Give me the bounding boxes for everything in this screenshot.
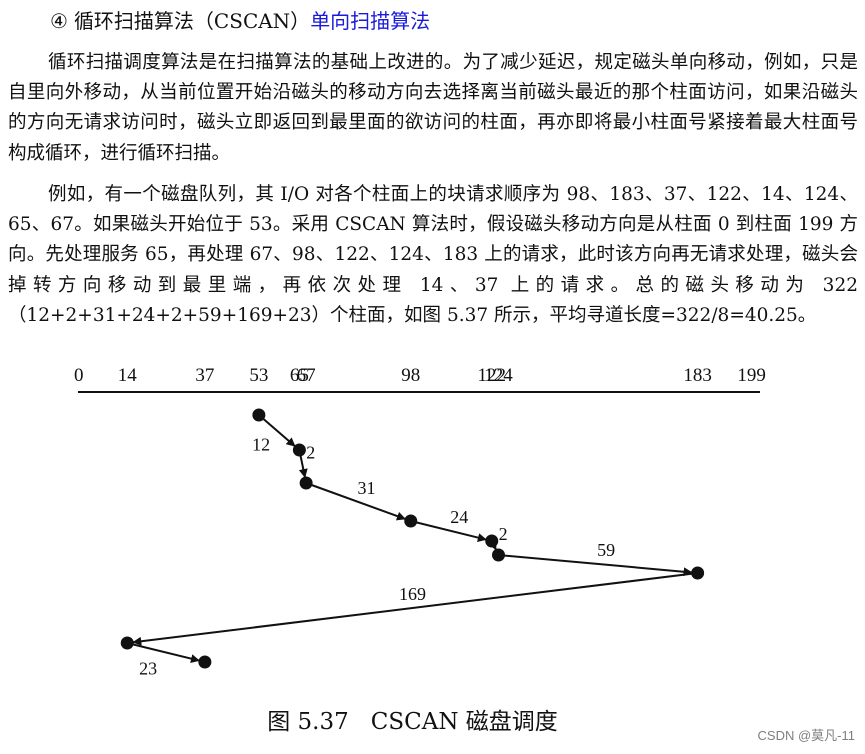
request-point — [299, 476, 313, 490]
segment-distance-label: 31 — [357, 478, 375, 498]
section-subtitle: 单向扫描算法 — [310, 9, 431, 33]
axis-tick-label: 53 — [249, 365, 268, 386]
segment-distance-label: 23 — [139, 659, 157, 679]
seek-segment — [258, 414, 296, 447]
figure-number: 图 5.37 — [267, 709, 349, 735]
section-title: 循环扫描算法（CSCAN） — [73, 9, 311, 33]
axis-tick-label: 199 — [737, 365, 766, 386]
request-point — [252, 408, 266, 422]
seek-segment — [305, 482, 406, 521]
watermark-text: CSDN @莫凡-11 — [757, 728, 855, 743]
axis-tick-label: 98 — [401, 365, 420, 386]
axis-tick-label: 122 — [478, 365, 507, 386]
segment-distance-label: 59 — [597, 540, 615, 560]
seek-segment — [132, 572, 698, 646]
figure-caption: 图 5.37 CSCAN 磁盘调度 — [0, 705, 845, 739]
axis-tick-label: 37 — [195, 365, 214, 386]
section-number: ④ — [50, 9, 68, 33]
section-heading: ④ 循环扫描算法（CSCAN）单向扫描算法 — [50, 6, 430, 36]
request-point — [691, 566, 705, 580]
request-point — [492, 548, 505, 562]
seek-segment — [127, 642, 200, 664]
axis-tick-label: 0 — [74, 365, 84, 386]
request-point — [292, 443, 306, 457]
segment-distance-label: 24 — [450, 507, 468, 527]
segment-distance-label: 2 — [499, 524, 508, 544]
paragraph-example: 例如，有一个磁盘队列，其 I/O 对各个柱面上的块请求顺序为 98、183、37… — [8, 184, 858, 326]
request-point — [485, 534, 499, 548]
paragraph-intro: 循环扫描调度算法是在扫描算法的基础上改进的。为了减少延迟，规定磁头单向移动，例如… — [8, 52, 858, 164]
segment-distance-label: 2 — [306, 443, 315, 463]
axis-tick-label: 65 — [290, 365, 309, 386]
segment-distance-label: 12 — [252, 435, 270, 455]
segment-distance-label: 169 — [399, 584, 426, 604]
figure-caption-text: CSCAN 磁盘调度 — [370, 709, 558, 735]
axis-tick-label: 67 — [297, 365, 316, 386]
request-point — [404, 514, 418, 528]
axis-tick-label: 14 — [118, 365, 138, 386]
axis-tick-label: 183 — [683, 365, 712, 386]
request-point — [120, 636, 134, 650]
seek-segment — [410, 520, 487, 542]
request-point — [198, 655, 212, 669]
seek-segment — [498, 554, 693, 577]
axis-tick-label: 124 — [484, 365, 513, 386]
